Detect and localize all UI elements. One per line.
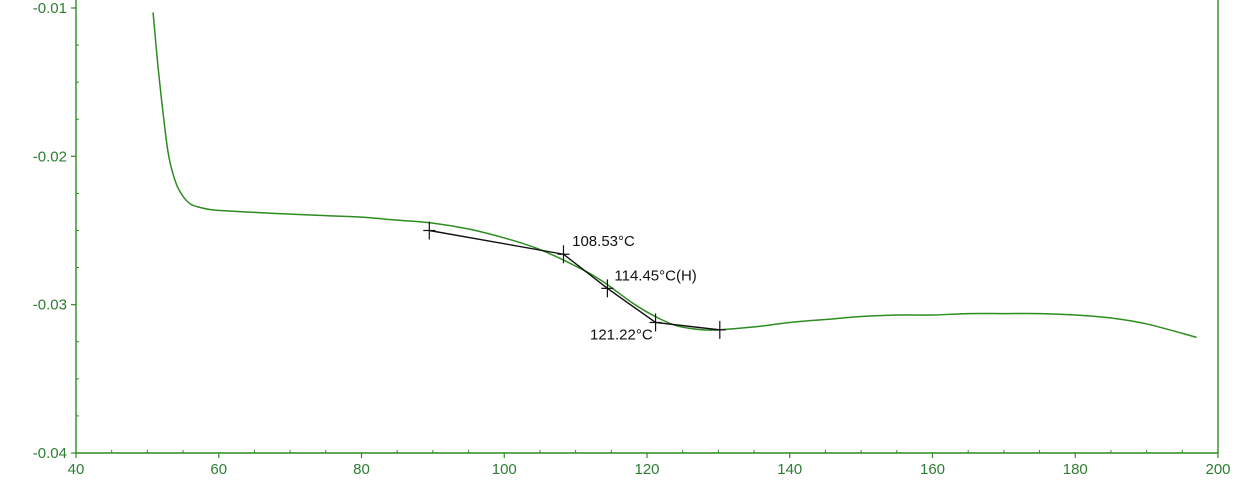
y-tick-label: -0.02 (33, 148, 67, 165)
cross-marker (713, 320, 726, 339)
x-tick-label: 100 (492, 461, 517, 478)
annotation-label: 108.53°C (572, 233, 635, 250)
x-tick-label: 60 (210, 461, 227, 478)
y-axis-ticks: -0.04 -0.03 -0.02 -0.01 (33, 0, 79, 462)
x-tick-label: 200 (1205, 461, 1230, 478)
annotation-label: 114.45°C(H) (614, 267, 696, 284)
y-tick-label: -0.03 (33, 297, 67, 314)
x-tick-label: 160 (920, 461, 945, 478)
axes (75, 0, 1219, 454)
x-tick-label: 180 (1063, 461, 1088, 478)
cross-marker (649, 313, 662, 332)
annotation-layer: 108.53°C 114.45°C(H) 121.22°C (572, 233, 697, 343)
x-axis-ticks: 40 60 80 100 120 140 160 180 200 (68, 450, 1231, 478)
series-layer (152, 12, 1197, 339)
marker-layer (423, 221, 726, 339)
heat-flow-curve (152, 12, 1197, 339)
x-tick-label: 120 (634, 461, 659, 478)
cross-marker (601, 279, 614, 298)
cross-marker (423, 221, 436, 240)
x-tick-label: 80 (353, 461, 370, 478)
x-tick-label: 140 (777, 461, 802, 478)
y-tick-label: -0.04 (33, 445, 67, 462)
annotation-label: 121.22°C (590, 326, 653, 343)
cross-marker (557, 245, 570, 264)
x-tick-label: 40 (68, 461, 85, 478)
y-tick-label: -0.01 (33, 0, 67, 17)
